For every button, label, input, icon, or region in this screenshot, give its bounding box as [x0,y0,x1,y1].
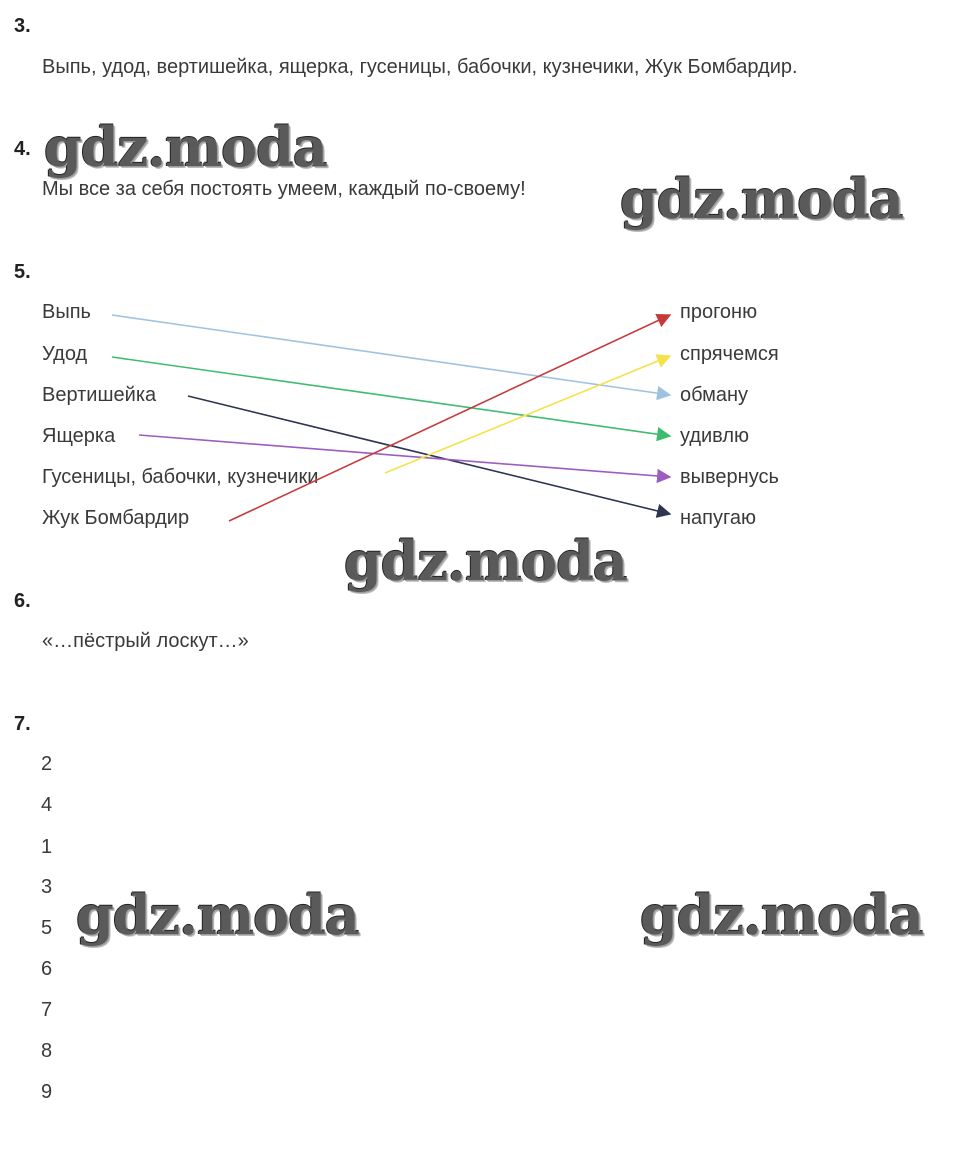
match-arrow [384,354,672,474]
left-item: Жук Бомбардир [42,507,190,529]
sequence-item: 7 [41,999,53,1021]
match-arrow [111,356,672,442]
question-5-number: 5. [14,261,31,283]
sequence-item: 3 [41,876,53,898]
question-4-answer: Мы все за себя постоять умеем, каждый по… [42,178,526,200]
right-item: напугаю [680,507,756,529]
match-arrow [228,313,672,522]
sequence-item: 6 [41,958,53,980]
right-item: прогоню [680,301,758,323]
left-item: Ящерка [42,425,116,447]
right-item: удивлю [680,425,750,447]
sequence-item: 2 [41,753,53,775]
sequence-item: 1 [41,836,53,858]
left-item: Вертишейка [42,384,157,406]
watermark-logo: gdz.moda [640,883,924,947]
match-arrow [111,314,672,401]
sequence-item: 5 [41,917,53,939]
sequence-item: 4 [41,794,53,816]
question-3-number: 3. [14,15,31,37]
question-4-number: 4. [14,138,31,160]
watermark-logo: gdz.moda [344,529,628,593]
watermark-logo: gdz.moda [620,167,904,231]
right-item: спрячемся [680,343,779,365]
question-6-number: 6. [14,590,31,612]
right-item: обману [680,384,749,406]
watermark-logo: gdz.moda [44,115,328,179]
left-item: Гусеницы, бабочки, кузнечики [42,466,319,488]
sequence-item: 9 [41,1081,53,1103]
question-6-answer: «…пёстрый лоскут…» [42,630,249,652]
question-3-answer: Выпь, удод, вертишейка, ящерка, гусеницы… [42,56,798,78]
match-arrow [138,434,672,484]
left-item: Выпь [42,301,91,323]
left-item: Удод [42,343,88,365]
sequence-item: 8 [41,1040,53,1062]
question-7-number: 7. [14,713,31,735]
watermark-logo: gdz.moda [76,883,360,947]
right-item: вывернусь [680,466,779,488]
